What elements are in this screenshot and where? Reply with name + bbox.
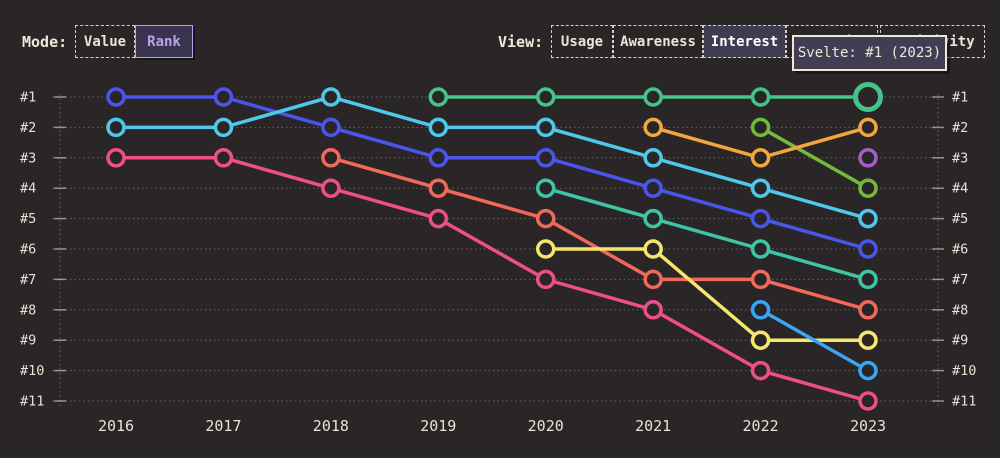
data-point-red-2018[interactable] <box>321 148 341 168</box>
series-line-blue <box>116 95 869 251</box>
rank-label-right-6: #6 <box>952 242 968 258</box>
data-point-cyan-2018[interactable] <box>321 87 341 107</box>
rank-label-left-11: #11 <box>20 394 44 410</box>
data-point-yellow-2023[interactable] <box>858 330 878 350</box>
rank-label-right-1: #1 <box>952 90 968 106</box>
data-point-teal-2021[interactable] <box>643 208 663 229</box>
year-label-2017: 2017 <box>205 417 241 435</box>
rank-label-left-10: #10 <box>20 363 44 379</box>
data-point-red-2022[interactable] <box>750 269 771 290</box>
rank-label-left-3: #3 <box>20 150 36 166</box>
data-point-blue-2018[interactable] <box>321 117 341 138</box>
data-point-cyan-2021[interactable] <box>643 148 663 168</box>
year-label-2023: 2023 <box>850 417 886 435</box>
mode-label: Mode: <box>22 33 68 51</box>
data-point-blue-2019[interactable] <box>428 148 449 168</box>
data-point-red-2019[interactable] <box>428 178 449 198</box>
data-point-red-2020[interactable] <box>535 208 556 229</box>
rank-label-right-9: #9 <box>952 333 968 349</box>
data-point-magenta-2018[interactable] <box>321 178 341 198</box>
data-point-yellow-2020[interactable] <box>535 239 556 259</box>
data-point-cyan-2019[interactable] <box>428 117 449 138</box>
data-point-magenta-2020[interactable] <box>535 269 556 290</box>
rank-label-left-5: #5 <box>20 211 36 227</box>
rank-label-right-8: #8 <box>952 302 968 318</box>
data-point-cyan-2020[interactable] <box>535 117 556 138</box>
year-label-2022: 2022 <box>743 417 779 435</box>
data-point-blue-2020[interactable] <box>535 148 556 168</box>
rank-label-right-11: #11 <box>952 394 976 410</box>
year-label-2021: 2021 <box>635 417 671 435</box>
year-label-2019: 2019 <box>420 417 456 435</box>
data-point-cyan-2017[interactable] <box>213 117 234 138</box>
rank-label-left-7: #7 <box>20 272 36 288</box>
year-label-2016: 2016 <box>98 417 134 435</box>
data-point-green-svelte-2021[interactable] <box>643 87 663 107</box>
year-label-2020: 2020 <box>528 417 564 435</box>
view-button-usage[interactable]: Usage <box>551 25 613 58</box>
data-point-yellow-2022[interactable] <box>750 330 771 350</box>
data-point-magenta-2017[interactable] <box>213 148 234 168</box>
mode-button-rank[interactable]: Rank <box>135 25 193 58</box>
data-point-magenta-2019[interactable] <box>428 208 449 229</box>
data-point-azure-2022[interactable] <box>750 300 771 320</box>
view-button-interest[interactable]: Interest <box>703 25 786 58</box>
data-point-blue-2023[interactable] <box>858 239 878 259</box>
data-point-olive-2023[interactable] <box>858 178 878 198</box>
data-point-cyan-2023[interactable] <box>858 208 878 229</box>
data-point-teal-2022[interactable] <box>750 239 771 259</box>
data-point-orange-2021[interactable] <box>643 117 663 138</box>
data-point-blue-2016[interactable] <box>106 87 126 107</box>
rank-label-right-7: #7 <box>952 272 968 288</box>
rank-label-left-9: #9 <box>20 333 36 349</box>
year-label-2018: 2018 <box>313 417 349 435</box>
data-point-purple-2023[interactable] <box>858 148 878 168</box>
data-point-magenta-2021[interactable] <box>643 300 663 320</box>
data-point-cyan-2022[interactable] <box>750 178 771 198</box>
data-point-magenta-2016[interactable] <box>106 148 126 168</box>
view-button-awareness[interactable]: Awareness <box>613 25 703 58</box>
data-point-red-2021[interactable] <box>643 269 663 290</box>
series-line-olive <box>759 125 869 190</box>
data-point-teal-2023[interactable] <box>858 269 878 290</box>
data-point-blue-2017[interactable] <box>213 87 234 107</box>
rank-label-left-4: #4 <box>20 181 36 197</box>
data-point-green-svelte-2019[interactable] <box>428 87 449 107</box>
data-point-green-svelte-2020[interactable] <box>535 87 556 107</box>
data-point-orange-2022[interactable] <box>750 148 771 168</box>
data-point-green-svelte-2023[interactable] <box>853 82 884 112</box>
rank-label-right-5: #5 <box>952 211 968 227</box>
rank-label-left-6: #6 <box>20 242 36 258</box>
data-point-cyan-2016[interactable] <box>106 117 126 138</box>
chart-tooltip-text: Svelte: #1 (2023) <box>797 45 942 61</box>
data-point-green-svelte-2022[interactable] <box>750 87 771 107</box>
data-point-magenta-2023[interactable] <box>858 391 878 411</box>
rank-label-right-10: #10 <box>952 363 976 379</box>
rank-label-left-2: #2 <box>20 120 36 136</box>
data-point-orange-2023[interactable] <box>858 117 878 138</box>
mode-button-value[interactable]: Value <box>75 25 135 58</box>
data-point-magenta-2022[interactable] <box>750 360 771 381</box>
series-line-cyan <box>116 95 869 221</box>
data-point-olive-2022[interactable] <box>750 117 771 138</box>
data-point-teal-2020[interactable] <box>535 178 556 198</box>
rank-label-left-1: #1 <box>20 90 36 106</box>
data-point-yellow-2021[interactable] <box>643 239 663 259</box>
rank-label-right-3: #3 <box>952 150 968 166</box>
series-line-azure <box>759 308 869 373</box>
view-label: View: <box>498 33 544 51</box>
series-line-red <box>330 156 869 312</box>
data-point-red-2023[interactable] <box>858 300 878 320</box>
series-line-teal <box>545 186 869 282</box>
data-point-blue-2022[interactable] <box>750 208 771 229</box>
series-line-magenta <box>116 156 869 403</box>
rank-label-right-2: #2 <box>952 120 968 136</box>
data-point-blue-2021[interactable] <box>643 178 663 198</box>
rank-label-right-4: #4 <box>952 181 968 197</box>
data-point-azure-2023[interactable] <box>858 360 878 381</box>
rank-label-left-8: #8 <box>20 302 36 318</box>
chart-tooltip: Svelte: #1 (2023) <box>792 35 947 71</box>
